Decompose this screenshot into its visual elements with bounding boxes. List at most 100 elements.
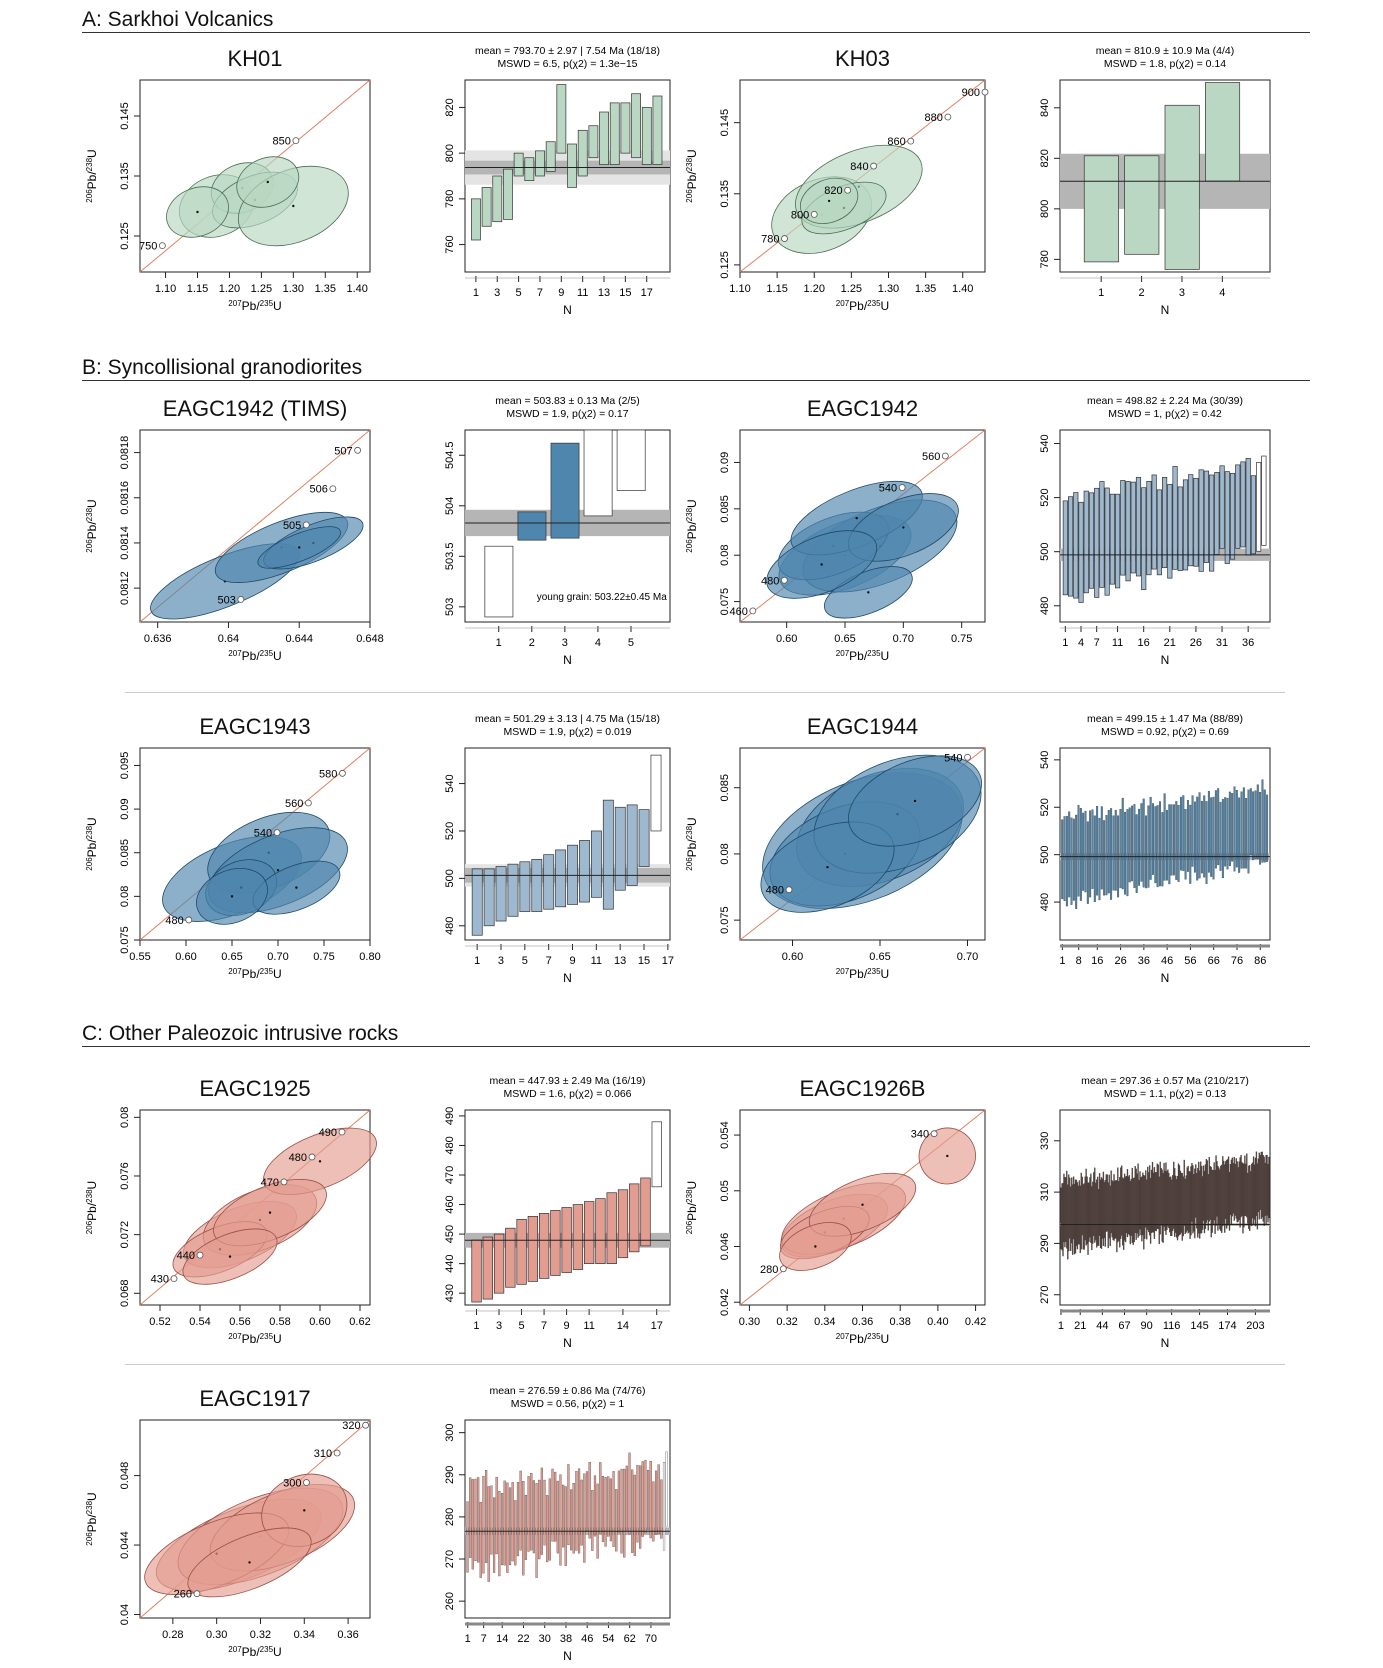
x-tick-label: 15 <box>638 955 650 967</box>
wm-bar <box>631 1469 634 1553</box>
wm-bar <box>1156 489 1162 576</box>
wm-bar <box>522 1481 525 1576</box>
x-axis-label: N <box>563 1336 572 1350</box>
concordia-age-label: 460 <box>729 606 747 618</box>
wm-title: mean = 501.29 ± 3.13 | 4.75 Ma (15/18) <box>475 713 660 725</box>
x-tick-label: 0.38 <box>889 1316 910 1328</box>
wm-bar <box>1103 820 1106 896</box>
x-tick-label: 5 <box>516 287 522 299</box>
section-title-c: C: Other Paleozoic intrusive rocks <box>82 1022 399 1045</box>
wm-bar <box>555 849 567 908</box>
wm-bar <box>505 1227 516 1288</box>
wm-bar <box>1189 804 1192 884</box>
concordia-age-marker <box>304 799 312 807</box>
wm-bar <box>483 868 495 927</box>
ellipse-center <box>292 204 295 208</box>
wm-bar <box>590 830 602 898</box>
wm-bar <box>1186 800 1189 872</box>
x-tick-label: 0.70 <box>267 951 288 963</box>
divider-b <box>125 692 1285 693</box>
concordia-age-label: 800 <box>791 209 809 221</box>
wm-subtitle: MSWD = 1.9, p(χ2) = 0.17 <box>506 408 628 420</box>
wm-bar <box>511 1482 514 1562</box>
x-tick-label: 2 <box>529 637 535 649</box>
wm-bar <box>1093 815 1096 903</box>
x-tick-label: 145 <box>1190 1320 1208 1332</box>
y-tick-label: 503.5 <box>444 543 456 571</box>
x-tick-label: 1.20 <box>804 283 825 295</box>
panel-title-eagc1925: EAGC1925 <box>199 1076 311 1101</box>
wm-bar <box>481 187 492 227</box>
y-tick-label: 280 <box>444 1508 456 1526</box>
x-tick-label: 90 <box>1141 1320 1153 1332</box>
wm-bar <box>1231 793 1234 862</box>
plot-frame <box>739 79 986 273</box>
x-tick-label: 9 <box>558 287 564 299</box>
y-tick-label: 520 <box>1039 488 1051 506</box>
chart-eagc1917-wm: 260 270 280 290 300 mean = 276.59 ± 0.86 Ma (… <box>444 1385 671 1663</box>
wm-bar <box>1191 795 1194 867</box>
concordia-age-marker <box>964 753 971 761</box>
plot-frame <box>1059 429 1271 623</box>
wm-bar <box>485 1470 488 1563</box>
y-axis-label: 206Pb/238U <box>685 1181 699 1234</box>
ellipse-center <box>946 1154 949 1158</box>
concordia-age-label: 560 <box>922 451 940 463</box>
x-tick-label: 26 <box>1114 955 1126 967</box>
x-tick-label: 1.25 <box>841 283 862 295</box>
wm-bar <box>479 1501 482 1578</box>
wm-bar <box>564 1486 567 1566</box>
y-tick-label: 520 <box>1039 798 1051 816</box>
y-tick-label: 0.072 <box>119 1221 131 1249</box>
wm-bar <box>575 1471 578 1551</box>
wm-title: mean = 499.15 ± 1.47 Ma (88/89) <box>1087 713 1243 725</box>
wm-bar <box>1229 472 1236 560</box>
plot-frame <box>739 747 986 941</box>
wm-bar <box>543 1479 546 1546</box>
wm-bar <box>623 1468 626 1558</box>
y-tick-label: 0.042 <box>719 1288 731 1316</box>
wm-bar <box>629 1183 640 1253</box>
wm-bar <box>616 429 646 491</box>
concordia-age-marker <box>354 446 362 454</box>
x-tick-label: 7 <box>481 1633 487 1645</box>
y-tick-label: 0.09 <box>119 798 131 819</box>
y-tick-label: 820 <box>1039 149 1051 167</box>
wm-bar <box>1235 464 1241 549</box>
wm-bar <box>1240 461 1246 548</box>
x-tick-label: 9 <box>569 955 575 967</box>
x-tick-label: 1.20 <box>219 283 240 295</box>
ellipse-center <box>820 563 823 566</box>
x-axis-label: N <box>563 971 572 985</box>
wm-bar <box>615 1489 618 1552</box>
wm-subtitle: MSWD = 1.8, p(χ2) = 0.14 <box>1104 58 1226 70</box>
panel-title-kh01: KH01 <box>227 46 283 71</box>
x-axis-label: N <box>563 1649 572 1663</box>
wm-bar <box>492 1497 496 1573</box>
wm-bar <box>1109 493 1115 585</box>
concordia-age-marker <box>302 521 310 529</box>
x-tick-label: 9 <box>564 1320 570 1332</box>
x-tick-label: 8 <box>1076 955 1082 967</box>
wm-bar <box>601 1476 605 1542</box>
y-tick-label: 260 <box>444 1592 456 1610</box>
y-tick-label: 504.5 <box>444 441 456 469</box>
x-tick-label: 3 <box>496 1320 502 1332</box>
wm-bar <box>585 1471 589 1531</box>
x-tick-label: 0.636 <box>144 633 172 645</box>
concordia-age-label: 470 <box>261 1177 279 1189</box>
y-tick-label: 0.09 <box>719 452 731 473</box>
wm-bar <box>1120 480 1126 576</box>
wm-bar <box>1212 796 1215 880</box>
wm-bar <box>1219 465 1225 549</box>
wm-bar <box>562 1484 565 1548</box>
concordia-age-marker <box>193 1590 201 1598</box>
chart-eagc1942: 0.075 0.08 0.085 0.09 206Pb/238U 460 480 540 560… <box>685 429 986 663</box>
wm-bar <box>1161 812 1164 887</box>
wm-bar <box>1219 801 1222 871</box>
wm-bar <box>1128 807 1131 883</box>
wm-bar <box>471 1239 482 1303</box>
y-tick-label: 503 <box>444 598 456 616</box>
wm-bar <box>651 1121 662 1188</box>
ellipse-center <box>814 1245 817 1248</box>
